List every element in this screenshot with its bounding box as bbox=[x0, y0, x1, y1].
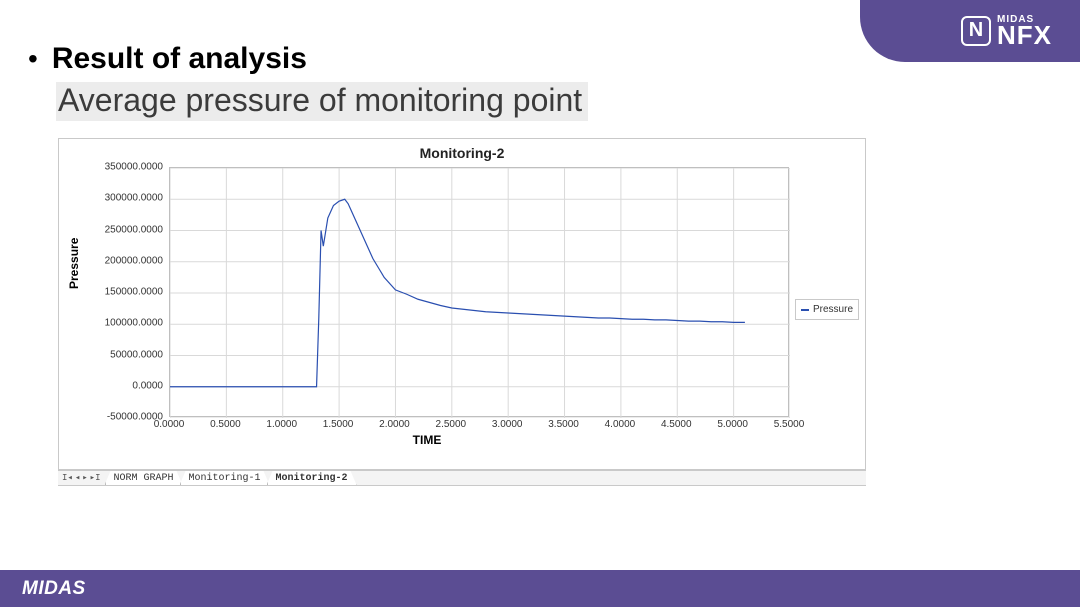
x-tick-label: 4.0000 bbox=[605, 419, 636, 430]
x-tick-label: 2.5000 bbox=[436, 419, 467, 430]
page-subheading: Average pressure of monitoring point bbox=[56, 82, 588, 121]
y-tick-label: 150000.0000 bbox=[105, 287, 163, 298]
y-tick-label: 100000.0000 bbox=[105, 318, 163, 329]
x-tick-label: 0.5000 bbox=[210, 419, 241, 430]
tab-nav-next-icon[interactable]: ▸ bbox=[82, 473, 87, 483]
y-tick-label: 50000.0000 bbox=[110, 349, 163, 360]
chart-tab[interactable]: NORM GRAPH bbox=[105, 471, 183, 485]
heading-row: • Result of analysis bbox=[28, 42, 1060, 76]
page-heading: Result of analysis bbox=[52, 42, 307, 76]
y-tick-label: 250000.0000 bbox=[105, 224, 163, 235]
tab-nav-buttons[interactable]: I◂ ◂ ▸ ▸I bbox=[58, 473, 105, 483]
slide: N MIDAS NFX • Result of analysis Average… bbox=[0, 0, 1080, 607]
tab-nav-last-icon[interactable]: ▸I bbox=[90, 473, 101, 483]
chart-tab[interactable]: Monitoring-2 bbox=[267, 471, 357, 485]
x-tick-label: 2.0000 bbox=[379, 419, 410, 430]
y-tick-label: 0.0000 bbox=[132, 380, 163, 391]
x-tick-label: 5.0000 bbox=[717, 419, 748, 430]
x-tick-label: 4.5000 bbox=[661, 419, 692, 430]
chart-tab-strip: I◂ ◂ ▸ ▸I NORM GRAPHMonitoring-1Monitori… bbox=[58, 470, 866, 486]
chart-plot-area bbox=[169, 167, 789, 417]
y-axis-ticks: -50000.00000.000050000.0000100000.000015… bbox=[59, 167, 167, 417]
content-region: • Result of analysis Average pressure of… bbox=[28, 42, 1060, 121]
legend-label: Pressure bbox=[813, 304, 853, 315]
tab-nav-first-icon[interactable]: I◂ bbox=[62, 473, 73, 483]
y-tick-label: 350000.0000 bbox=[105, 162, 163, 173]
chart-legend: Pressure bbox=[795, 299, 859, 320]
tabs-holder: NORM GRAPHMonitoring-1Monitoring-2 bbox=[105, 471, 354, 485]
x-tick-label: 0.0000 bbox=[154, 419, 185, 430]
footer-banner: MIDAS bbox=[0, 570, 1080, 607]
x-axis-label: TIME bbox=[59, 433, 795, 447]
x-tick-label: 3.0000 bbox=[492, 419, 523, 430]
bullet-icon: • bbox=[28, 45, 38, 73]
chart-title: Monitoring-2 bbox=[59, 139, 865, 161]
chart-tab[interactable]: Monitoring-1 bbox=[180, 471, 270, 485]
tab-nav-prev-icon[interactable]: ◂ bbox=[75, 473, 80, 483]
x-tick-label: 1.0000 bbox=[266, 419, 297, 430]
x-tick-label: 1.5000 bbox=[323, 419, 354, 430]
y-tick-label: 200000.0000 bbox=[105, 255, 163, 266]
y-tick-label: 300000.0000 bbox=[105, 193, 163, 204]
legend-swatch bbox=[801, 309, 809, 311]
x-tick-label: 3.5000 bbox=[548, 419, 579, 430]
chart-container: Monitoring-2 Pressure -50000.00000.00005… bbox=[58, 138, 866, 470]
footer-brand-text: MIDAS bbox=[22, 578, 86, 600]
x-tick-label: 5.5000 bbox=[774, 419, 805, 430]
